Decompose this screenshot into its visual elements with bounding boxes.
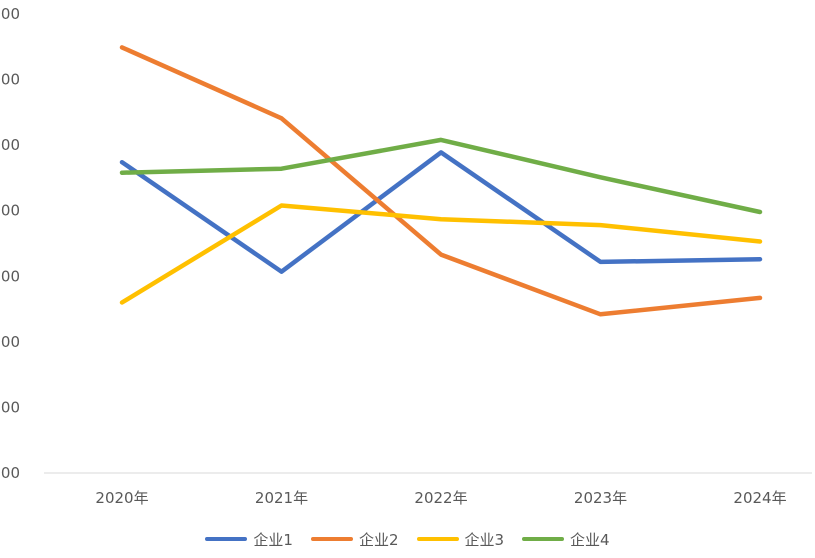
legend-swatch: [310, 537, 353, 541]
series-line-3: [119, 203, 763, 305]
x-tick-label: 2021年: [255, 489, 308, 507]
series-lines: [119, 45, 763, 317]
legend-item-4: 企业4: [522, 529, 610, 550]
x-tick-label: 2023年: [574, 489, 627, 507]
x-tick-label: 2020年: [95, 489, 148, 507]
legend-label: 企业3: [464, 530, 505, 549]
legend-swatch: [205, 537, 248, 541]
legend-item-2: 企业2: [310, 529, 399, 550]
x-tick-label: 2022年: [414, 489, 467, 507]
legend-swatch: [416, 537, 459, 541]
x-axis-ticks: 2020年 2021年 2022年 2023年 2024年: [95, 489, 786, 507]
series-line-2: [119, 45, 763, 317]
chart-legend: 企业1 企业2 企业3 企业4: [0, 526, 815, 552]
legend-label: 企业4: [570, 530, 610, 549]
legend-label: 企业1: [253, 530, 293, 549]
legend-item-3: 企业3: [416, 529, 505, 550]
line-chart: 00000000000000000000000000000000 2020年20…: [0, 5, 812, 507]
series-line-4: [119, 137, 763, 215]
x-tick-label: 2024年: [733, 489, 786, 507]
legend-label: 企业2: [358, 530, 399, 549]
legend-swatch: [522, 537, 565, 541]
legend-item-1: 企业1: [205, 529, 293, 550]
